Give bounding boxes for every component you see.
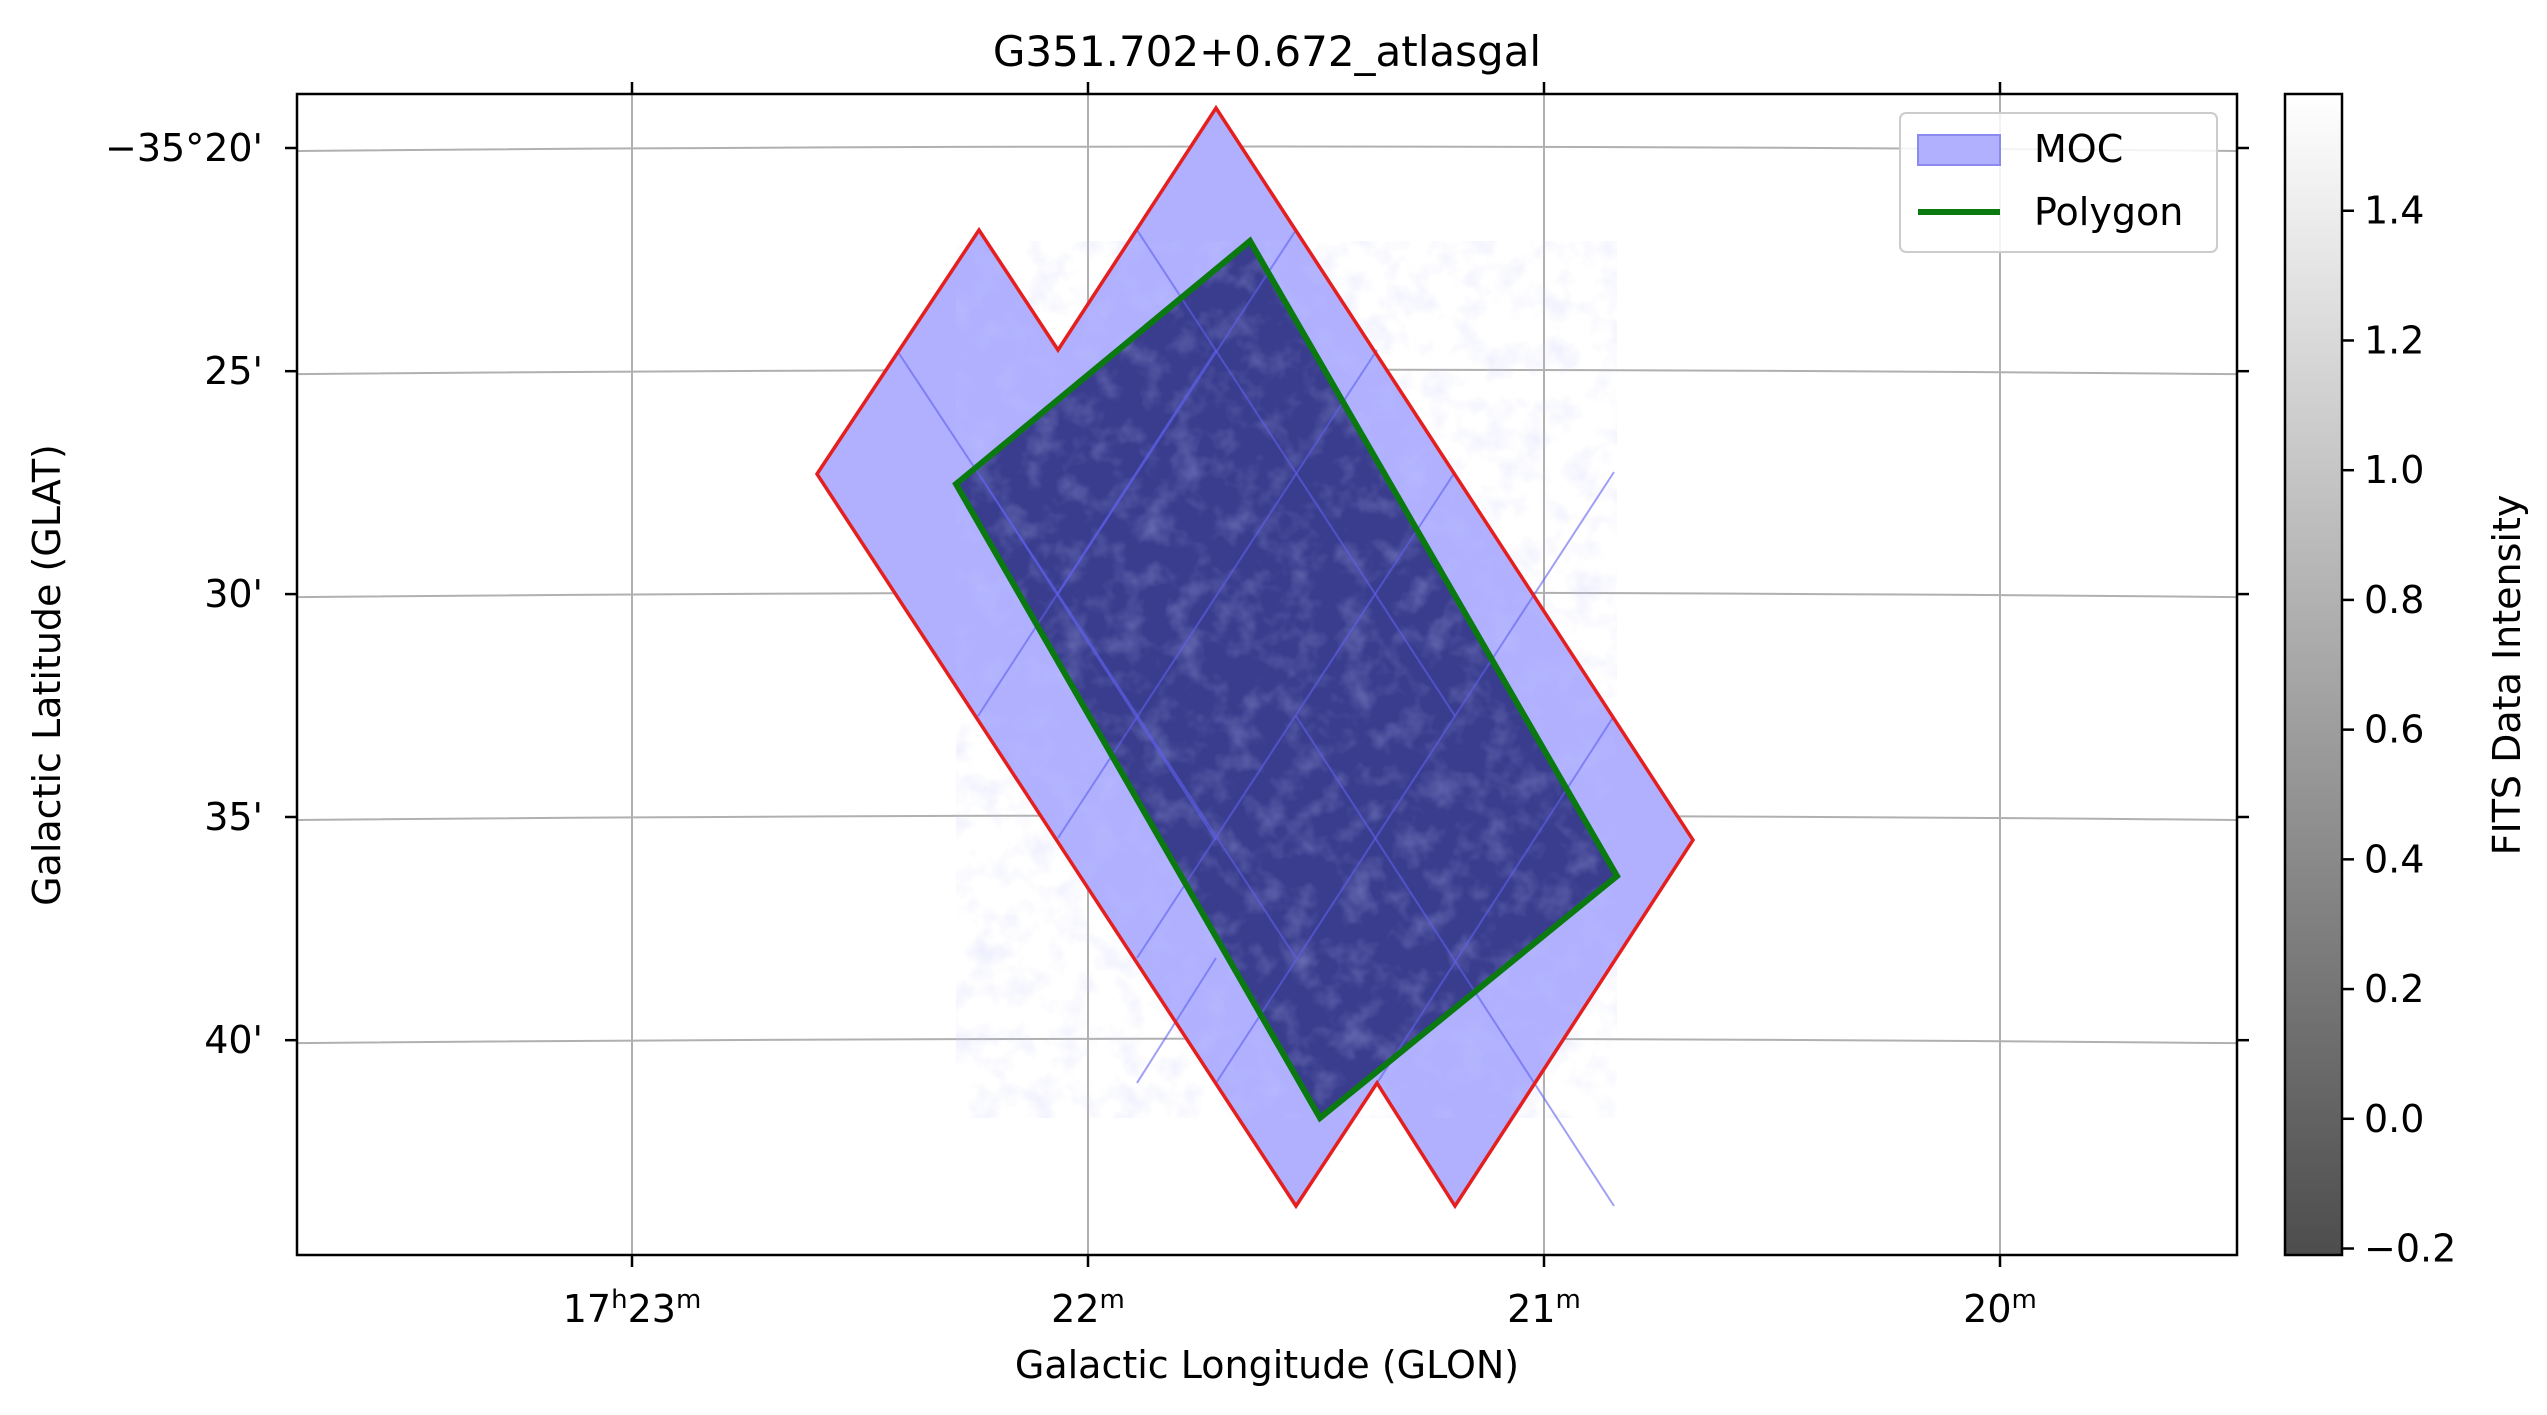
colorbar: −0.2 0.0 0.2 0.4 0.6 0.8 1.0 1.2 1.4 FITS Data I… bbox=[2283, 92, 2529, 1271]
y-axis-label: Galactic Latitude (GLAT) bbox=[25, 444, 69, 906]
colorbar-tick-label: 1.2 bbox=[2364, 318, 2424, 362]
x-axis-label: Galactic Longitude (GLON) bbox=[1015, 1343, 1519, 1387]
y-tick-label: 35' bbox=[204, 795, 263, 839]
colorbar-label: FITS Data Intensity bbox=[2485, 495, 2529, 856]
y-axis-ticks: −35°20' 25' 30' 35' 40' bbox=[105, 126, 2249, 1062]
y-tick-label: 25' bbox=[204, 349, 263, 393]
x-tick-label: 22m bbox=[1051, 1285, 1125, 1331]
colorbar-tick-label: 0.8 bbox=[2364, 578, 2424, 622]
polygon-outline bbox=[952, 236, 1621, 1123]
moc-cell-edge bbox=[978, 473, 1217, 841]
colorbar-tick-label: 0.0 bbox=[2364, 1097, 2424, 1141]
y-tick-label: 30' bbox=[204, 572, 263, 616]
legend: MOC Polygon bbox=[1899, 112, 2218, 253]
y-tick-label: −35°20' bbox=[105, 126, 263, 170]
legend-moc-swatch bbox=[1917, 134, 2001, 166]
moc-cell-edge bbox=[1215, 471, 1615, 1084]
fits-image-texture bbox=[956, 241, 1617, 1118]
moc-cell-edge bbox=[1376, 715, 1615, 1084]
colorbar-tick-label: 0.4 bbox=[2364, 837, 2424, 881]
moc-outline bbox=[814, 104, 1696, 1210]
x-tick-label: 20m bbox=[1963, 1285, 2037, 1331]
colorbar-tick-label: −0.2 bbox=[2364, 1227, 2456, 1271]
moc-cell-edge bbox=[1215, 835, 1297, 959]
colorbar-ticks: −0.2 0.0 0.2 0.4 0.6 0.8 1.0 1.2 1.4 bbox=[2342, 189, 2456, 1271]
moc-cell-edge bbox=[1136, 471, 1456, 959]
y-tick-label: 40' bbox=[204, 1018, 263, 1062]
legend-polygon-label: Polygon bbox=[2034, 190, 2183, 234]
moc-region bbox=[814, 104, 1696, 1210]
colorbar-tick-label: 0.2 bbox=[2364, 967, 2424, 1011]
moc-cell-edge bbox=[1057, 593, 1217, 837]
x-tick-label: 21m bbox=[1507, 1285, 1581, 1331]
colorbar-tick-label: 1.0 bbox=[2364, 448, 2424, 492]
colorbar-gradient bbox=[2283, 92, 2344, 1257]
x-axis-ticks: 17h23m 22m 21m 20m bbox=[563, 82, 2037, 1331]
colorbar-tick-label: 1.4 bbox=[2364, 189, 2424, 233]
x-tick-label: 17h23m bbox=[563, 1285, 702, 1331]
moc-cell-edge bbox=[1057, 229, 1297, 595]
plot-frame bbox=[295, 92, 2239, 1257]
colorbar-tick-label: 0.6 bbox=[2364, 708, 2424, 752]
moc-cell-edges bbox=[897, 229, 1615, 1207]
legend-moc-label: MOC bbox=[2034, 127, 2123, 171]
chart-title: G351.702+0.672_atlasgal bbox=[993, 27, 1541, 76]
